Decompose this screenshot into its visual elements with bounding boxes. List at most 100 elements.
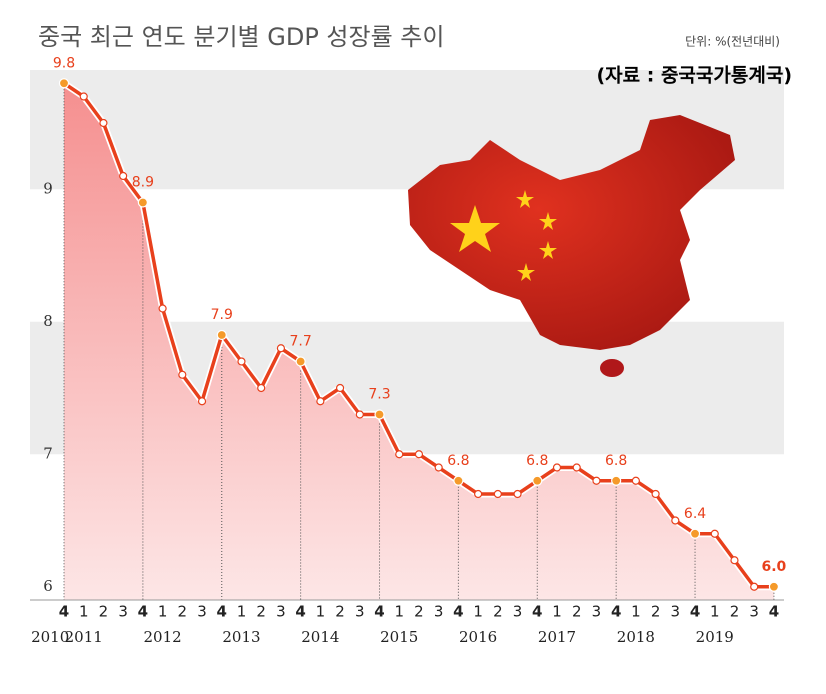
y-tick-label: 9 — [43, 179, 53, 197]
x-tick-label: 2 — [99, 603, 109, 621]
point — [237, 357, 246, 366]
x-tick-label: 4 — [295, 603, 305, 621]
y-tick-label: 8 — [43, 312, 53, 330]
point — [79, 92, 88, 101]
point — [434, 463, 443, 472]
x-tick-label: 4 — [138, 603, 148, 621]
point — [671, 516, 680, 525]
point — [374, 409, 385, 420]
x-tick-label: 1 — [552, 603, 562, 621]
data-label: 6.0 — [762, 559, 787, 575]
x-tick-label: 4 — [690, 603, 700, 621]
area — [64, 83, 774, 600]
x-tick-label: 3 — [671, 603, 681, 621]
data-label: 7.7 — [290, 334, 312, 350]
x-tick-label: 3 — [749, 603, 759, 621]
point — [276, 344, 286, 353]
y-tick-label: 6 — [43, 577, 53, 595]
point — [474, 489, 483, 499]
x-tick-label: 2 — [256, 603, 266, 621]
x-tick-label: 4 — [769, 603, 779, 621]
x-tick-label: 1 — [473, 603, 483, 621]
x-tick-label: 2 — [493, 603, 503, 621]
point — [513, 489, 522, 499]
y-tick-label: 7 — [43, 444, 53, 462]
point — [216, 329, 227, 341]
point — [395, 450, 404, 459]
x-tick-label: 2 — [335, 603, 345, 621]
x-tick-label: 3 — [513, 603, 523, 621]
x-tick-label: 1 — [158, 603, 168, 621]
year-label: 2015 — [380, 628, 418, 646]
point — [355, 410, 364, 419]
year-label: 2013 — [222, 628, 260, 646]
point — [592, 476, 601, 485]
point — [710, 529, 719, 538]
point — [631, 476, 640, 485]
point — [335, 383, 345, 393]
x-tick-label: 3 — [118, 603, 128, 621]
point — [750, 582, 759, 591]
point — [58, 78, 70, 89]
point — [453, 475, 464, 486]
x-tick-label: 3 — [197, 603, 207, 621]
point — [137, 197, 148, 208]
year-label: 2012 — [144, 628, 182, 646]
x-tick-label: 4 — [217, 603, 227, 621]
year-label: 2017 — [538, 628, 576, 646]
point — [611, 475, 622, 486]
year-label: 2010 — [31, 628, 69, 646]
point — [99, 118, 108, 128]
x-tick-label: 4 — [611, 603, 621, 621]
x-tick-label: 1 — [394, 603, 404, 621]
x-tick-label: 1 — [237, 603, 247, 621]
data-label: 6.8 — [526, 453, 548, 469]
point — [730, 556, 739, 565]
year-label: 2019 — [696, 628, 734, 646]
x-tick-label: 4 — [532, 603, 542, 621]
point — [689, 528, 701, 539]
point — [178, 370, 187, 379]
point — [158, 304, 167, 313]
point — [651, 489, 660, 499]
year-label: 2018 — [617, 628, 655, 646]
unit-label: 단위: %(전년대비) — [685, 35, 780, 49]
point — [316, 397, 325, 406]
x-tick-label: 1 — [316, 603, 326, 621]
year-label: 2014 — [301, 628, 339, 646]
year-label: 2016 — [459, 628, 497, 646]
china-map — [408, 115, 735, 377]
point — [414, 450, 424, 459]
data-label: 7.9 — [211, 307, 233, 323]
x-tick-label: 4 — [59, 603, 69, 621]
point — [552, 463, 562, 472]
data-label: 6.4 — [684, 506, 706, 522]
x-tick-label: 2 — [730, 603, 740, 621]
point — [493, 489, 502, 499]
source-label: (자료 : 중국국가통계국) — [596, 65, 792, 87]
point — [257, 383, 266, 393]
x-tick-label: 1 — [710, 603, 720, 621]
data-label: 8.9 — [132, 175, 154, 191]
data-label: 6.8 — [605, 453, 627, 469]
point — [119, 171, 128, 181]
point — [295, 356, 306, 367]
x-tick-label: 2 — [572, 603, 582, 621]
point — [768, 581, 780, 592]
x-tick-label: 1 — [631, 603, 641, 621]
x-tick-label: 2 — [178, 603, 188, 621]
x-tick-label: 3 — [592, 603, 602, 621]
x-tick-label: 1 — [79, 603, 89, 621]
x-tick-label: 3 — [355, 603, 365, 621]
x-tick-label: 4 — [374, 603, 384, 621]
x-tick-label: 4 — [453, 603, 463, 621]
data-label: 7.3 — [368, 387, 390, 403]
year-label: 2011 — [65, 628, 103, 646]
point — [572, 463, 581, 472]
data-label: 9.8 — [53, 55, 75, 71]
x-tick-label: 3 — [434, 603, 444, 621]
x-tick-label: 3 — [276, 603, 286, 621]
data-label: 6.8 — [447, 453, 469, 469]
point — [532, 475, 543, 486]
